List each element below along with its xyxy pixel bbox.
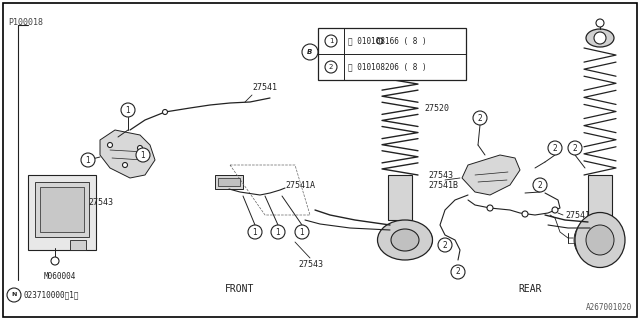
Bar [218,178,240,186]
Polygon shape [100,130,155,178]
Circle shape [451,265,465,279]
Circle shape [522,211,528,217]
Text: 27543: 27543 [428,171,453,180]
Bar [388,175,412,220]
Text: P100018: P100018 [8,18,43,27]
Text: 27541: 27541 [252,83,277,92]
Circle shape [325,61,337,73]
Ellipse shape [397,226,433,254]
Text: 1: 1 [125,106,131,115]
Circle shape [568,141,582,155]
Circle shape [596,19,604,27]
Text: 2: 2 [329,64,333,70]
Circle shape [473,111,487,125]
Circle shape [122,163,127,167]
Circle shape [377,38,383,44]
Bar [588,175,612,217]
Text: 023710000（1）: 023710000（1） [23,291,79,300]
Text: REAR: REAR [518,284,541,294]
Circle shape [163,109,168,115]
Bar [35,182,89,237]
Ellipse shape [575,212,625,268]
Bar [360,50,412,78]
Text: 2: 2 [456,268,460,276]
Polygon shape [462,155,520,195]
Circle shape [138,146,143,150]
Ellipse shape [391,229,419,251]
Circle shape [7,288,21,302]
Circle shape [438,238,452,252]
Circle shape [548,141,562,155]
Text: Ⓑ 010108206 ( 8 ): Ⓑ 010108206 ( 8 ) [348,62,427,71]
Circle shape [271,225,285,239]
Bar [215,175,243,189]
Circle shape [533,178,547,192]
Text: 27541C: 27541C [565,211,595,220]
Circle shape [248,225,262,239]
Circle shape [121,103,135,117]
Text: N: N [12,292,17,298]
Text: FRONT: FRONT [225,284,255,294]
Text: 2: 2 [443,241,447,250]
Bar [28,175,96,250]
Circle shape [302,44,318,60]
Text: 1: 1 [141,150,145,159]
Ellipse shape [586,225,614,255]
Circle shape [487,205,493,211]
Text: B: B [307,49,313,55]
Text: 27541A: 27541A [285,180,315,189]
Text: 010006120（2）: 010006120（2） [321,47,376,57]
Bar [318,28,466,80]
Text: 2: 2 [477,114,483,123]
Text: 2: 2 [552,143,557,153]
Ellipse shape [586,29,614,47]
Circle shape [552,207,558,213]
Circle shape [81,153,95,167]
Circle shape [136,148,150,162]
Text: 27543: 27543 [298,260,323,269]
Text: Ⓑ 010108166 ( 8 ): Ⓑ 010108166 ( 8 ) [348,36,427,45]
Text: 1: 1 [86,156,90,164]
Bar [70,240,86,250]
Text: 1: 1 [329,38,333,44]
Bar [40,187,84,232]
Text: 27520: 27520 [424,103,449,113]
Circle shape [108,142,113,148]
Text: 2: 2 [573,143,577,153]
Circle shape [51,257,59,265]
Text: 1: 1 [253,228,257,236]
Text: 27541B: 27541B [428,180,458,189]
Text: 27543: 27543 [88,198,113,207]
Text: 27543: 27543 [575,234,600,243]
Ellipse shape [574,220,610,260]
Circle shape [295,225,309,239]
Text: M060004: M060004 [44,272,76,281]
Circle shape [594,32,606,44]
Circle shape [325,35,337,47]
Text: 1: 1 [300,228,305,236]
Ellipse shape [378,220,433,260]
Text: A267001020: A267001020 [586,303,632,312]
Text: 2: 2 [538,180,542,189]
Text: 1: 1 [276,228,280,236]
